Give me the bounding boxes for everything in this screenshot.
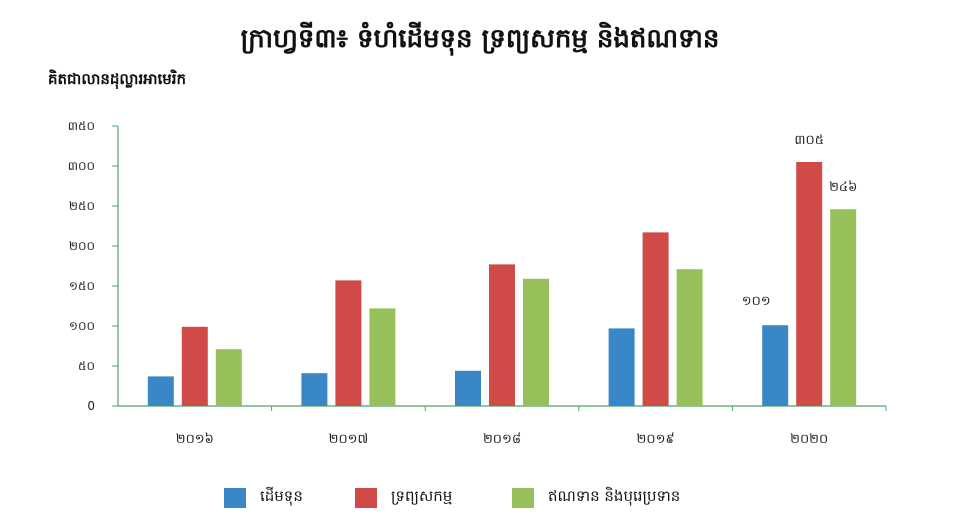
bar xyxy=(301,373,328,406)
bar xyxy=(642,232,669,406)
data-label: ១០១ xyxy=(742,294,771,309)
legend-item: ឥណទាន និងបុរេប្រទាន xyxy=(512,486,680,510)
data-label: ២៤៦ xyxy=(829,180,857,195)
bar xyxy=(181,326,208,406)
legend-item: ដើមទុន xyxy=(224,486,303,510)
y-tick-label: ១០០ xyxy=(69,319,95,333)
legend-swatch xyxy=(512,488,534,508)
y-tick-label: ២៥០ xyxy=(69,199,95,213)
chart-legend: ដើមទុន ទ្រព្យសកម្ម ឥណទាន និងបុរេប្រទាន xyxy=(0,486,960,516)
bar xyxy=(796,162,823,406)
bar xyxy=(369,308,396,406)
bar xyxy=(762,325,789,406)
y-tick-label: ១៥០ xyxy=(69,279,95,293)
legend-item: ទ្រព្យសកម្ម xyxy=(355,486,452,510)
x-tick-label: ២០២០ xyxy=(790,432,828,447)
legend-label: ឥណទាន និងបុរេប្រទាន xyxy=(548,487,681,505)
legend-label: ទ្រព្យសកម្ម xyxy=(391,487,453,505)
bar xyxy=(676,269,703,406)
y-tick-label: ២០០ xyxy=(69,239,95,253)
y-axis-unit-label: គិតជាលានដុល្លារអាមេរិក xyxy=(48,70,187,88)
bar xyxy=(335,280,362,406)
bar xyxy=(489,264,515,406)
y-tick-label: ៣០០ xyxy=(68,159,95,173)
bar xyxy=(608,328,635,406)
x-tick-label: ២០១៨ xyxy=(483,432,521,447)
bar xyxy=(215,349,242,406)
x-tick-label: ២០១៦ xyxy=(176,432,214,447)
y-tick-label: 0 xyxy=(87,399,95,413)
data-label: ៣០៥ xyxy=(794,133,824,148)
y-tick-label: ៣៥០ xyxy=(68,119,95,133)
bar xyxy=(147,376,174,406)
bar xyxy=(523,278,549,406)
bar xyxy=(830,209,857,406)
bar xyxy=(455,370,481,406)
legend-label: ដើមទុន xyxy=(260,487,303,505)
y-tick-label: ៥០ xyxy=(78,359,95,373)
x-tick-label: ២០១៩ xyxy=(637,432,675,447)
chart-title: ក្រាហ្វទី៣៖ ទំហំដើមទុន ទ្រព្យសកម្ម និងឥណ… xyxy=(240,24,720,54)
legend-swatch xyxy=(224,488,246,508)
legend-swatch xyxy=(355,488,377,508)
x-tick-label: ២០១៧ xyxy=(329,432,369,447)
